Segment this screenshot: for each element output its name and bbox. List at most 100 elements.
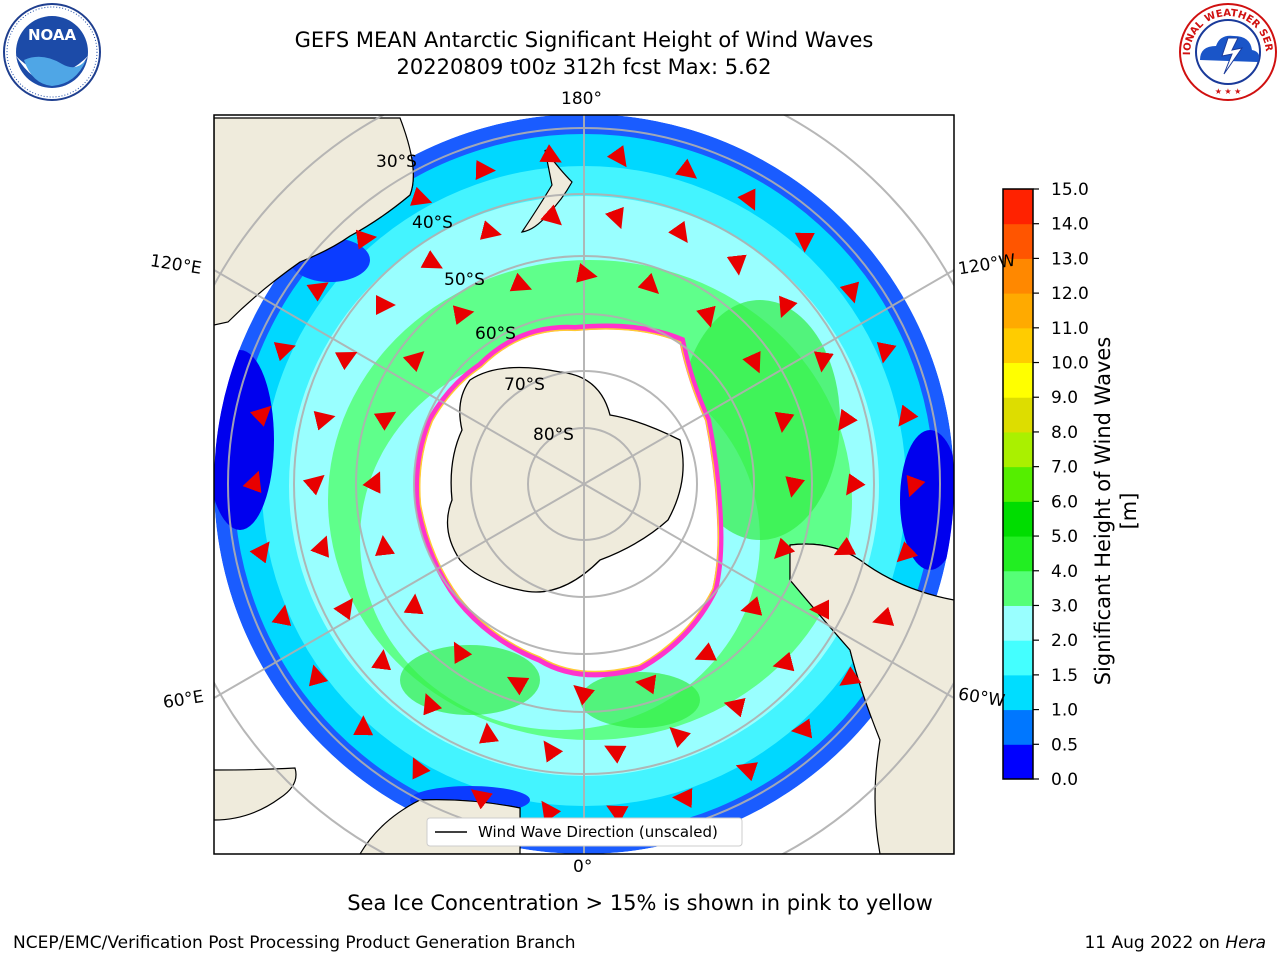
wave-direction-arrow: [509, 272, 533, 292]
wave-direction-arrow: [696, 305, 716, 328]
wave-direction-arrow: [606, 145, 627, 168]
lat-label-50s: 50°S: [444, 270, 485, 290]
wave-direction-arrow: [249, 541, 270, 564]
footer-date-text: 11 Aug 2022 on: [1084, 933, 1226, 953]
lon-label-180: 180°: [561, 89, 602, 109]
wave-direction-arrow: [790, 718, 813, 739]
lat-label-40s: 40°S: [412, 213, 453, 233]
colorbar-tick-label: 4.0: [1051, 562, 1078, 582]
colorbar-segment: [1003, 362, 1033, 398]
wave-direction-arrow: [779, 295, 798, 318]
map-frame: [213, 114, 955, 855]
colorbar-tick-label: 5.0: [1051, 527, 1078, 547]
colorbar-tick-label: 3.0: [1051, 596, 1078, 616]
wave-direction-arrow: [310, 535, 330, 558]
wave-direction-arrow: [470, 789, 493, 810]
wave-direction-arrow: [242, 470, 262, 494]
wave-direction-arrow: [480, 220, 502, 240]
colorbar-tick-label: 14.0: [1051, 215, 1089, 235]
noaa-logo-text: NOAA: [28, 26, 77, 44]
wave-direction-arrow: [675, 158, 698, 179]
wave-direction-arrow: [605, 206, 624, 230]
map-subtitle: 20220809 t00z 312h fcst Max: 5.62: [396, 55, 772, 79]
wave-direction-arrow: [306, 282, 329, 302]
lat-label-70s: 70°S: [504, 375, 545, 395]
footer-date: 11 Aug 2022 on Hera: [1084, 933, 1266, 953]
wave-direction-arrow: [540, 204, 562, 226]
footer-machine: Hera: [1225, 933, 1266, 953]
svg-text:★ ★ ★: ★ ★ ★: [1215, 87, 1242, 96]
wave-direction-arrow: [742, 351, 761, 374]
wave-direction-arrow: [539, 144, 562, 163]
footer-source: NCEP/EMC/Verification Post Processing Pr…: [13, 933, 576, 953]
wave-direction-arrow: [839, 281, 860, 304]
wave-direction-arrow: [669, 727, 691, 748]
colorbar-segment: [1003, 293, 1033, 329]
wave-direction-arrow: [774, 537, 796, 560]
colorbar-segment: [1003, 397, 1033, 433]
colorbar-label: Significant Height of Wind Waves [m]: [1091, 336, 1141, 686]
wave-direction-arrow: [334, 351, 358, 371]
wave-direction-arrow: [506, 676, 530, 696]
lat-label-80s: 80°S: [533, 425, 574, 445]
wave-direction-arrow: [839, 666, 862, 686]
wave-direction-arrow: [723, 697, 746, 718]
wave-direction-arrow: [694, 642, 717, 661]
colorbar-segment: [1003, 640, 1033, 676]
colorbar-segment: [1003, 570, 1033, 606]
colorbar-tick-label: 7.0: [1051, 458, 1078, 478]
colorbar-tick-label: 11.0: [1051, 319, 1089, 339]
wave-direction-arrow: [479, 722, 499, 744]
wave-direction-arrow: [355, 229, 378, 250]
noaa-logo: NOAA: [3, 3, 101, 101]
colorbar-segment: [1003, 674, 1033, 711]
colorbar-tick-label: 13.0: [1051, 249, 1089, 269]
colorbar-tick-label: 8.0: [1051, 423, 1078, 443]
wave-direction-arrow: [898, 404, 919, 427]
colorbar: 0.0 0.5 1.0 1.5 2.0 3.0 4.0 5.0 6.0 7.0 8.0 9.0 10.0…: [1002, 180, 1089, 790]
wave-direction-arrow: [726, 254, 747, 276]
wave-direction-arrow: [772, 651, 795, 672]
wave-direction-arrow: [576, 262, 598, 283]
wave-direction-arrow: [606, 805, 629, 824]
nws-logo: NATIONAL WEATHER SERVICE ★ ★ ★: [1178, 2, 1277, 101]
wave-direction-arrow: [604, 745, 627, 764]
wave-direction-arrow: [872, 606, 895, 626]
wind-wave-arrows: [242, 144, 926, 824]
wave-direction-arrow: [876, 341, 897, 364]
wave-direction-arrow: [313, 411, 336, 431]
wave-direction-arrow: [896, 541, 919, 563]
wave-direction-arrow: [371, 649, 392, 671]
colorbar-tick-label: 9.0: [1051, 388, 1078, 408]
wave-direction-arrow: [541, 800, 562, 823]
colorbar-tick-label: 0.0: [1051, 770, 1078, 790]
wave-direction-arrow: [375, 535, 395, 557]
wave-direction-arrow: [543, 740, 564, 763]
wave-direction-arrow: [412, 757, 431, 780]
colorbar-tick-label: 15.0: [1051, 180, 1089, 200]
colorbar-segment: [1003, 466, 1033, 502]
colorbar-tick-label: 2.0: [1051, 631, 1078, 651]
wave-direction-arrow: [410, 186, 433, 206]
wave-direction-arrow: [635, 674, 657, 695]
colorbar-segment: [1003, 258, 1033, 294]
wave-direction-arrow: [740, 596, 763, 616]
map-title: GEFS MEAN Antarctic Significant Height o…: [294, 28, 874, 52]
wave-direction-arrow: [668, 220, 688, 243]
wave-direction-arrow: [333, 598, 353, 621]
wave-direction-arrow: [737, 188, 756, 211]
wave-direction-arrow: [423, 693, 443, 716]
colorbar-tick-label: 1.5: [1051, 666, 1078, 686]
colorbar-tick-label: 1.0: [1051, 701, 1078, 721]
colorbar-segment: [1003, 536, 1033, 572]
wave-direction-arrow: [813, 351, 834, 373]
arrow-legend: Wind Wave Direction (unscaled): [426, 817, 743, 847]
colorbar-segment: [1003, 431, 1033, 468]
colorbar-tick-label: 12.0: [1051, 284, 1089, 304]
wave-direction-arrow: [735, 762, 758, 782]
colorbar-tick-label: 6.0: [1051, 492, 1078, 512]
wave-direction-arrow: [362, 471, 381, 494]
antarctica-land: [446, 366, 684, 593]
colorbar-segment: [1003, 189, 1033, 225]
